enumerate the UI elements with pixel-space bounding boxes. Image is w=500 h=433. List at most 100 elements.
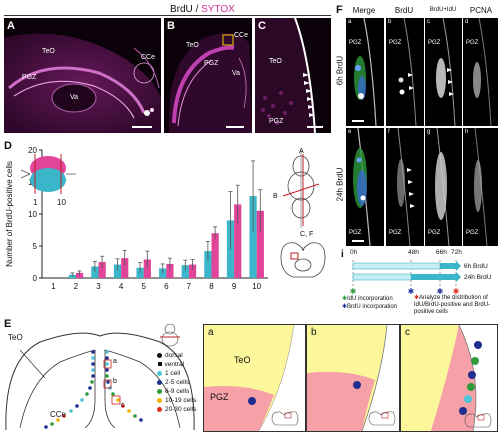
bar [113,264,122,278]
bar [234,204,242,278]
header-sytox: SYTOX [201,4,235,15]
svg-text:✱: ✱ [408,287,415,296]
header-brdu: BrdU [170,4,193,15]
tile-a-drawing [354,18,377,126]
legend-20-30-cells: 20-30 cells [157,406,196,413]
legend-1-cell-swatch [157,370,162,376]
panel-b-va: Va [232,70,241,77]
panel-e-sub-c: c [400,324,498,432]
panel-c-scalebar [307,126,323,128]
panel-d-label: D [4,140,12,152]
legend-6-9-cells: 6-9 cells [157,388,189,395]
tile-g-drawing [435,128,450,246]
panel-e-sub-b-label: b [311,327,317,338]
legend-10-19-swatch [157,397,162,403]
tile-c-label: c [427,19,430,25]
panel-d-section-schematic [280,242,326,278]
panel-a-cce: CCe [141,54,156,61]
legend-10-19-cells: 10-19 cells [157,397,196,404]
panel-e-sub-b: b [306,324,400,432]
bar [75,272,84,278]
legend-6-9-label: 6-9 cells [165,388,190,395]
panel-e-sub-c-drawing [401,325,497,431]
tile-h-drawing [474,128,488,246]
note-idu-text: IdU incorporation [347,296,393,302]
tile-a-pgz: PGZ [349,40,362,46]
tile-e-label: e [348,129,352,135]
panel-e-dorsal-schematic [160,323,180,347]
col-pcna: PCNA [469,6,493,15]
tile-b-label: b [388,19,392,25]
tile-f-brdu: f PGZ [386,128,424,246]
tile-e-merge: e PGZ [346,128,384,246]
tile-d-pcna: d PGZ [463,18,498,126]
panel-e-sub-a-drawing [204,325,305,431]
y-tick-label: 20 [28,146,37,155]
timeline-bar2-label: 24h BrdU [464,274,492,281]
panel-e-mark-c: c [121,402,125,409]
bar [181,265,189,278]
panel-a-label: A [7,20,15,32]
panel-e-mark-b: b [113,378,117,385]
tile-e-pgz: PGZ [349,230,362,236]
x-tick-label: 2 [74,282,79,291]
timeline-48h: 48h [408,249,419,256]
x-tick-label: 1 [51,282,56,291]
panel-a-image: A TeO CCe PGZ Va [4,18,161,133]
panel-e-sub-c-label: c [405,327,410,338]
timeline-66h: 66h [436,249,447,256]
legend-6-9-swatch [157,388,162,394]
panel-d-schematic-a: A [299,148,304,155]
x-tick-label: 8 [209,282,214,291]
panel-b-cce: CCe [234,32,249,39]
col-merge: Merge [352,6,376,15]
panel-b-scalebar [226,126,244,128]
header-sep: / [192,4,202,15]
legend-1-cell: 1 cell [157,370,180,377]
panel-d-schematic-b: B [273,193,278,200]
tile-d-pgz: PGZ [466,40,479,46]
bar [159,268,167,278]
panel-e-teo: TeO [8,333,23,342]
panel-e-sub-a-label: a [208,327,214,338]
legend-2-5-swatch [157,379,162,385]
header-rule [4,15,331,16]
timeline-note-idu: ✱IdU incorporation [342,296,393,302]
timeline-note-analyze: ✱Analyze the distribution of IdU/BrdU-po… [414,295,491,315]
tile-h-pcna: h PGZ [463,128,498,246]
panel-d-brain-schematic [20,154,76,194]
panel-a-teo: TeO [42,48,55,55]
y-tick-label: 0 [33,274,38,283]
row1-label: 6h BrdU [335,18,345,126]
row2-label-text: 24h BrdU [335,167,345,202]
panel-f-label: F [336,4,343,16]
x-tick-label: 9 [232,282,237,291]
timeline-note-brdu: ✱BrdU incorporation [342,304,398,310]
panel-d-chart: 05101520Number of BrdU-positive cells123… [5,146,268,291]
figure-header: BrdU / SYTOX [170,4,235,15]
panel-c-image: C TeO PGZ [255,18,331,133]
panel-c-pgz: PGZ [269,118,284,125]
panel-b-image: B TeO CCe PGZ Va [164,18,252,133]
panel-b-label: B [167,20,175,32]
timeline-bar1-label: 6h BrdU [464,263,488,270]
tile-f-label: f [388,129,390,135]
x-tick-label: 7 [187,282,192,291]
bar [121,258,129,278]
timeline-72h: 72h [451,249,462,256]
tile-b-drawing [398,18,417,126]
panel-d-dorsal-schematic [282,150,320,228]
legend-ventral: ventral [157,361,184,368]
svg-text:✱: ✱ [453,287,460,296]
panel-e-sub-a-pgz: PGZ [210,392,229,402]
tile-a-merge: a PGZ [346,18,384,126]
legend-20-30-label: 20-30 cells [165,406,197,413]
y-tick-label: 10 [28,210,37,219]
tile-f-pgz: PGZ [389,230,402,236]
tile-e-scalebar [352,240,364,242]
panel-b-tissue [169,33,252,133]
bar [143,259,151,278]
y-axis-label: Number of BrdU-positive cells [5,161,14,267]
panel-a-scalebar [132,126,152,128]
col-brdu-idu: BrdU+IdU [429,7,457,13]
